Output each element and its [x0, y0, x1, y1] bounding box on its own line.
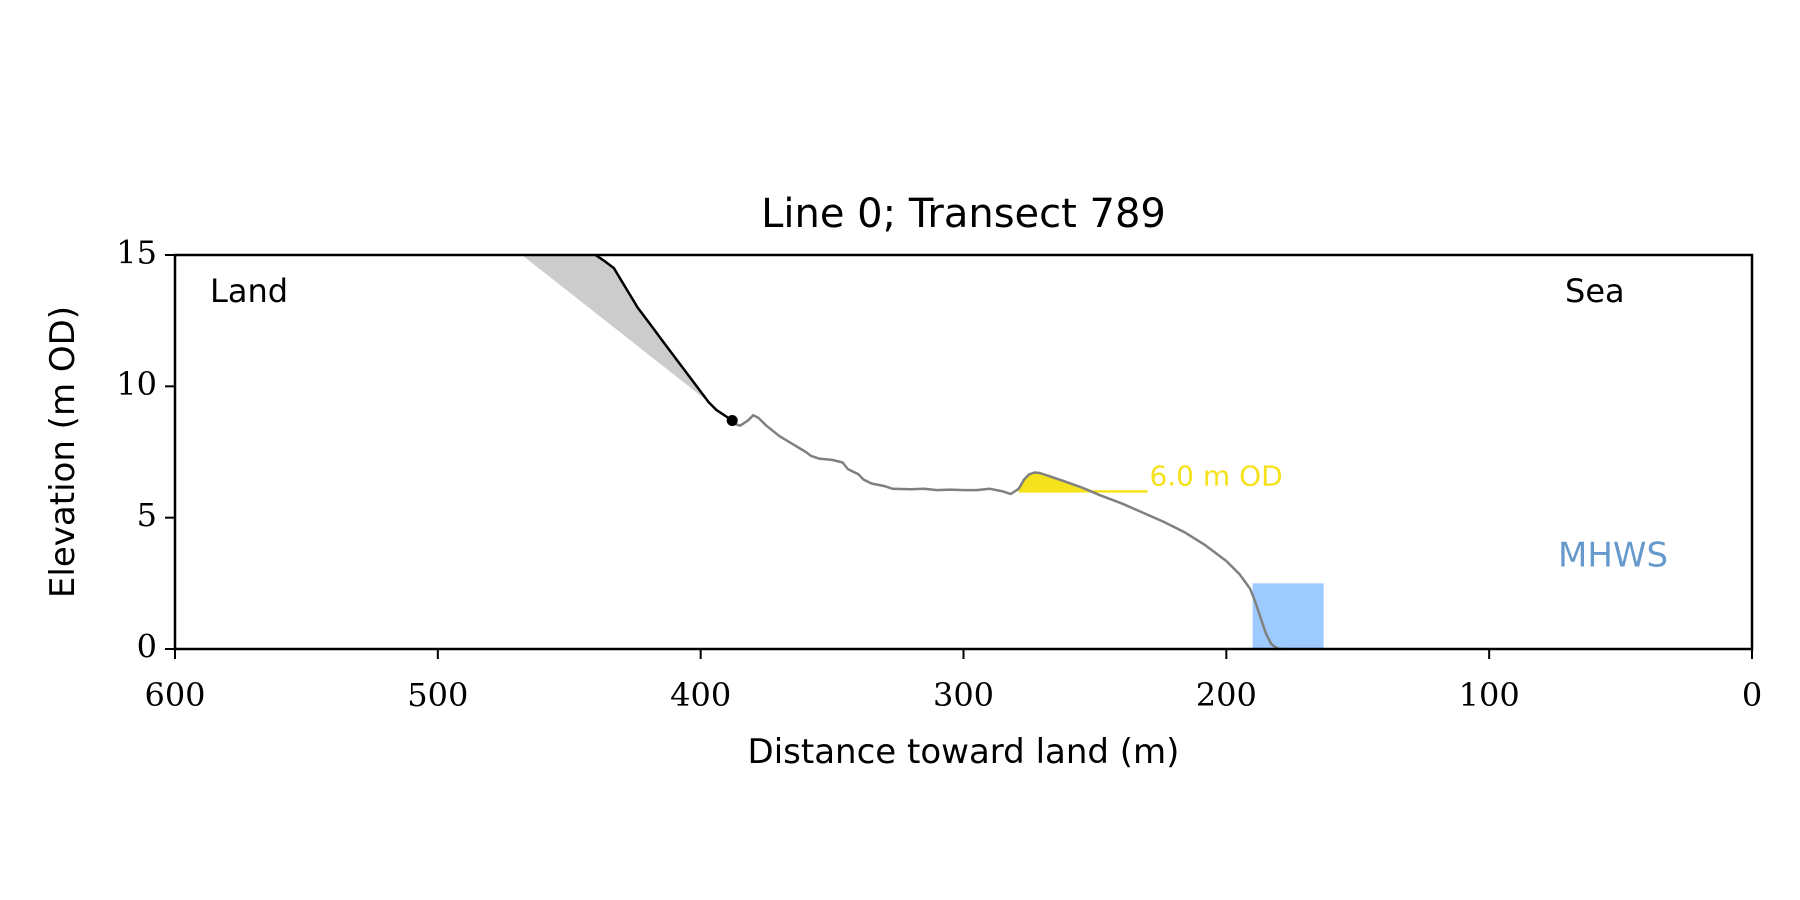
axes-frame — [173, 253, 1754, 651]
land-label: Land — [210, 272, 288, 310]
x-tick-label: 600 — [144, 676, 205, 714]
cliff-line — [594, 253, 733, 422]
y-tick-label: 0 — [137, 628, 157, 666]
profile-line — [731, 413, 1282, 651]
sea-label: Sea — [1565, 272, 1625, 310]
plot-area: 6.0 m OD MHWS Land Sea — [210, 253, 1668, 651]
cliff-toe-point — [726, 414, 738, 426]
x-axis: 600 500 400 300 200 100 0 — [144, 649, 1762, 714]
y-tick-label: 10 — [116, 365, 157, 403]
x-tick-label: 100 — [1459, 676, 1520, 714]
x-tick-label: 300 — [933, 676, 994, 714]
x-axis-label: Distance toward land (m) — [748, 732, 1180, 772]
x-tick-label: 200 — [1196, 676, 1257, 714]
x-tick-label: 400 — [670, 676, 731, 714]
y-tick-label: 5 — [137, 496, 157, 534]
y-tick-label: 15 — [116, 234, 157, 272]
x-tick-label: 500 — [407, 676, 468, 714]
y-axis-label: Elevation (m OD) — [43, 306, 83, 598]
y-axis: 0 5 10 15 — [116, 234, 175, 666]
chart-title: Line 0; Transect 789 — [761, 191, 1166, 237]
x-tick-label: 0 — [1742, 676, 1762, 714]
mhws-area — [1252, 583, 1324, 649]
threshold-label: 6.0 m OD — [1149, 459, 1282, 492]
mhws-label: MHWS — [1558, 536, 1668, 576]
cliff-fill-area — [521, 255, 733, 421]
